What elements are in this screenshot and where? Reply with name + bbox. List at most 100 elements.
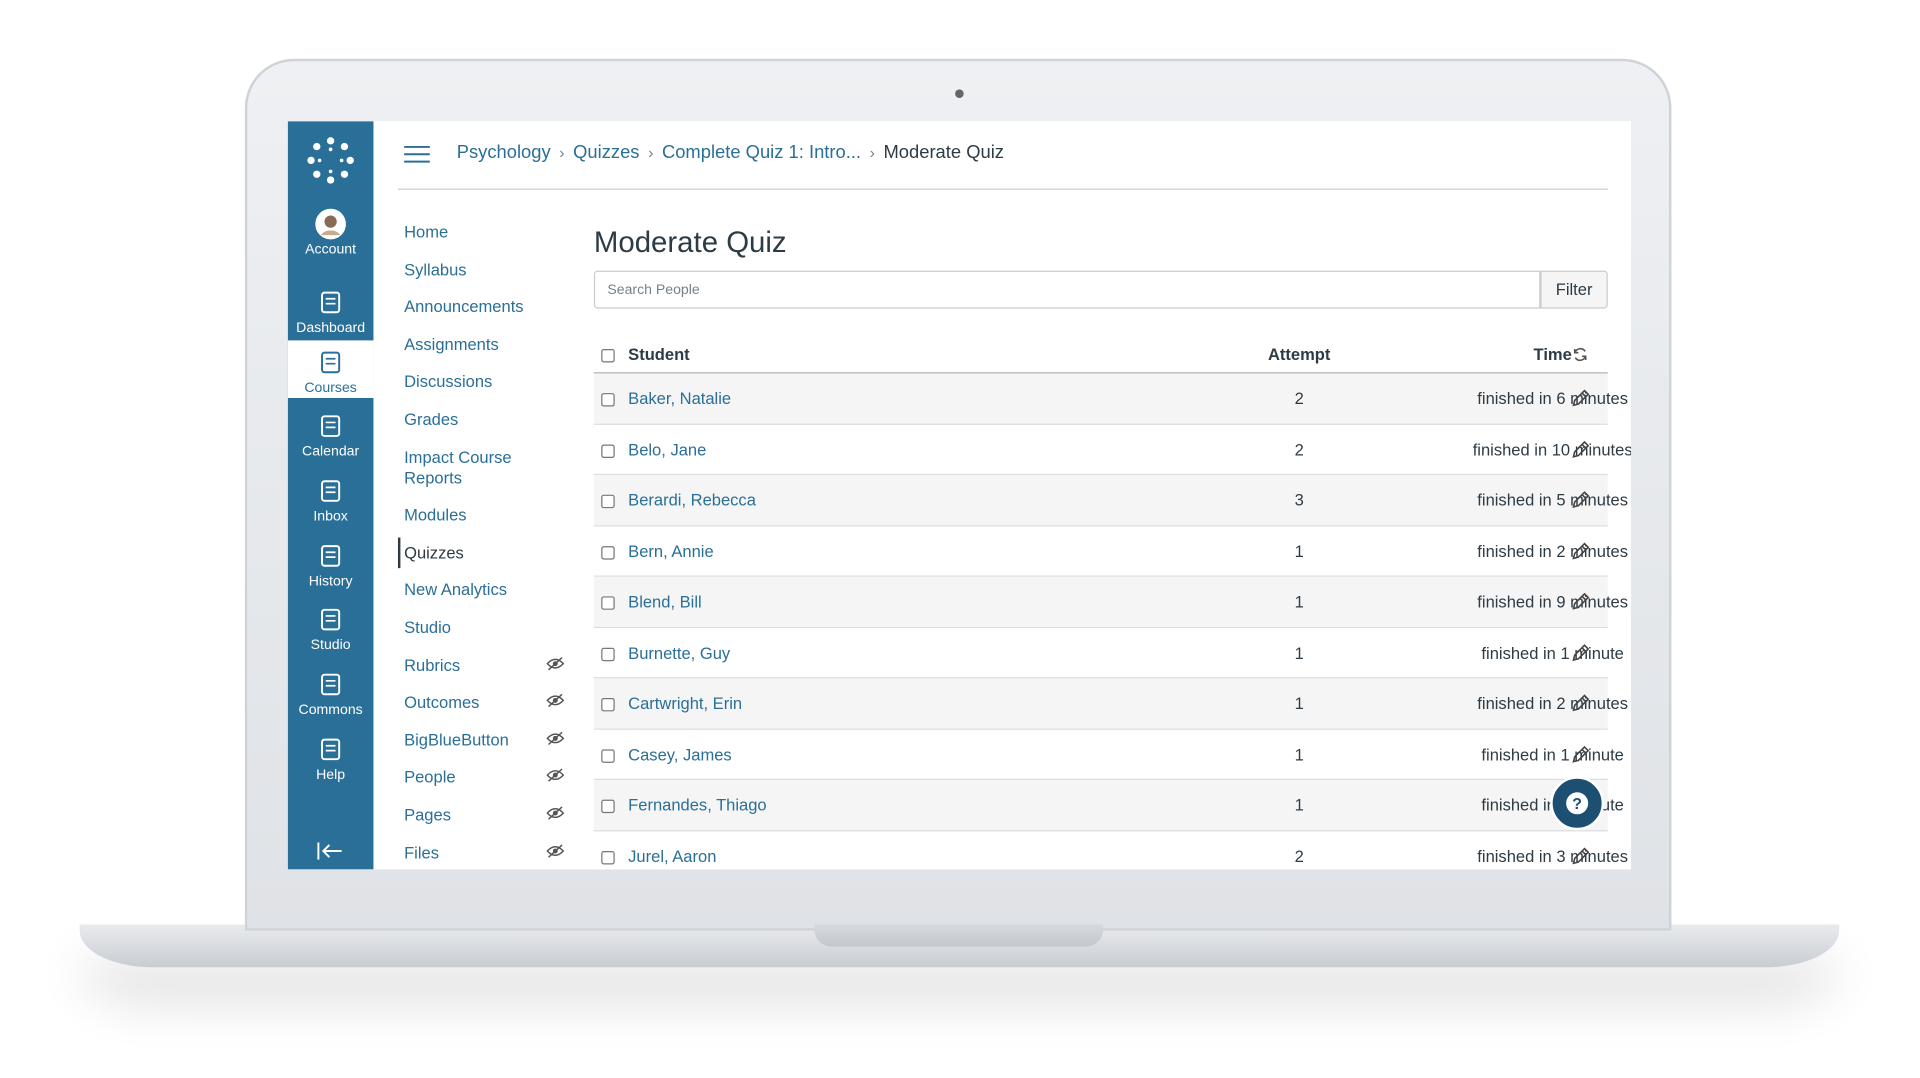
course-nav-item[interactable]: Grades	[404, 409, 533, 446]
course-nav-label: Grades	[404, 410, 459, 429]
global-nav-item[interactable]: Help	[288, 727, 374, 788]
hidden-icon	[546, 806, 565, 820]
row-checkbox[interactable]	[601, 545, 615, 559]
course-nav-item[interactable]: Studio	[404, 617, 533, 654]
course-nav-item[interactable]: Home	[404, 222, 533, 259]
student-name[interactable]: Cartwright, Erin	[628, 694, 743, 713]
edit-icon[interactable]	[1571, 541, 1590, 560]
student-name[interactable]: Casey, James	[628, 745, 732, 764]
nav-icon	[321, 738, 341, 761]
cell-text: finished in 9 minutes	[1477, 592, 1629, 612]
breadcrumb-item[interactable]: Psychology	[456, 142, 551, 163]
row-checkbox[interactable]	[601, 697, 615, 712]
row-checkbox[interactable]	[601, 850, 615, 864]
edit-icon[interactable]	[1571, 745, 1590, 763]
student-name[interactable]: Bern, Annie	[628, 541, 714, 561]
global-nav-item[interactable]: Dashboard	[288, 280, 374, 341]
course-nav-item[interactable]: Pages	[404, 804, 565, 841]
edit-icon[interactable]	[1571, 592, 1590, 611]
row-checkbox[interactable]	[601, 596, 615, 610]
global-nav-label: History	[308, 574, 353, 589]
global-nav-item[interactable]: History	[288, 534, 374, 595]
course-nav-item[interactable]: Assignments	[404, 334, 533, 371]
row-checkbox[interactable]	[601, 393, 615, 407]
course-nav-label: New Analytics	[404, 580, 508, 600]
breadcrumb-item[interactable]: Moderate Quiz	[883, 142, 1004, 163]
column-header: Time	[1533, 345, 1572, 364]
student-name[interactable]: Berardi, Rebecca	[628, 491, 756, 510]
cell-text: finished in 10 minutes	[1472, 440, 1632, 459]
select-all-checkbox[interactable]	[601, 348, 615, 363]
course-nav-item[interactable]: Outcomes	[404, 692, 565, 729]
global-nav-label: Commons	[298, 702, 363, 718]
course-nav-item[interactable]: Files	[404, 842, 565, 870]
screen: Account Dashboard Courses Calendar Inbox Hist…	[287, 121, 1632, 870]
help-button[interactable]: ?	[1549, 775, 1605, 831]
student-name[interactable]: Jurel, Aaron	[628, 846, 717, 866]
global-nav-item[interactable]: Inbox	[288, 469, 374, 530]
course-nav-item[interactable]: Syllabus	[404, 259, 533, 296]
hidden-icon	[546, 656, 565, 670]
row-checkbox[interactable]	[601, 494, 615, 509]
row-checkbox[interactable]	[601, 443, 615, 458]
row-checkbox[interactable]	[601, 748, 615, 763]
global-nav-item[interactable]: Calendar	[288, 404, 374, 465]
row-checkbox[interactable]	[601, 647, 615, 661]
menu-icon[interactable]	[404, 144, 431, 164]
course-nav-item[interactable]: Modules	[404, 505, 533, 542]
course-nav-label: Quizzes	[404, 543, 464, 562]
global-nav-item[interactable]: Courses	[287, 340, 374, 398]
cell-text: 1	[1294, 694, 1304, 713]
course-nav-item[interactable]: Impact Course Reports	[404, 446, 533, 504]
edit-icon[interactable]	[1571, 643, 1590, 661]
breadcrumb-item[interactable]: Quizzes	[573, 142, 640, 163]
edit-icon[interactable]	[1571, 389, 1590, 407]
student-name[interactable]: Baker, Natalie	[628, 389, 732, 408]
cell-text: finished in 5 minutes	[1477, 491, 1629, 510]
edit-icon[interactable]	[1571, 440, 1590, 458]
cell-text: 1	[1294, 541, 1304, 561]
cell-text: 2	[1294, 440, 1304, 459]
hidden-icon	[546, 731, 565, 745]
nav-icon	[321, 673, 341, 696]
edit-icon[interactable]	[1571, 846, 1590, 865]
course-nav-label: Home	[404, 222, 449, 242]
global-nav-label: Courses	[304, 380, 357, 396]
student-name[interactable]: Burnette, Guy	[628, 643, 731, 662]
cell-text: 2	[1294, 846, 1304, 866]
global-nav-item[interactable]: Account	[288, 198, 374, 259]
filter-button[interactable]: Filter	[1540, 270, 1608, 309]
student-name[interactable]: Fernandes, Thiago	[628, 795, 767, 815]
course-nav-item[interactable]: Rubrics	[404, 655, 565, 692]
course-nav-item[interactable]: Quizzes	[397, 537, 533, 579]
collapse-icon[interactable]	[317, 841, 344, 861]
course-nav-item[interactable]: Announcements	[404, 297, 533, 334]
cell-text: finished in 1 minute	[1481, 643, 1624, 662]
course-nav-item[interactable]: New Analytics	[404, 580, 533, 617]
course-nav-item[interactable]: Discussions	[404, 371, 533, 408]
edit-icon[interactable]	[1571, 694, 1590, 712]
search-box[interactable]: Search People	[593, 270, 1541, 309]
global-nav-item[interactable]: Studio	[288, 598, 374, 659]
edit-icon[interactable]	[1571, 491, 1590, 509]
cell-text: finished in 2 minutes	[1477, 541, 1629, 561]
cell-text: 1	[1294, 795, 1304, 815]
cell-text: 1	[1294, 745, 1304, 764]
global-nav-item[interactable]: Commons	[288, 662, 374, 723]
course-nav-label: Files	[404, 843, 440, 862]
breadcrumb: Psychology › Quizzes › Complete Quiz 1: Intr…	[457, 142, 1004, 164]
course-nav-label: Announcements	[404, 297, 524, 317]
laptop-notch	[814, 924, 1104, 947]
row-checkbox[interactable]	[601, 799, 615, 814]
breadcrumb-item[interactable]: Complete Quiz 1: Intro...	[661, 142, 862, 163]
student-name[interactable]: Belo, Jane	[628, 440, 707, 459]
course-nav-label: Assignments	[404, 335, 499, 354]
course-nav-item[interactable]: People	[404, 767, 565, 804]
course-nav-label: Studio	[404, 618, 451, 637]
course-nav-label: Outcomes	[404, 693, 480, 712]
student-name[interactable]: Blend, Bill	[628, 592, 702, 612]
course-nav-item[interactable]: BigBlueButton	[404, 729, 565, 766]
refresh-icon[interactable]	[1572, 347, 1588, 363]
